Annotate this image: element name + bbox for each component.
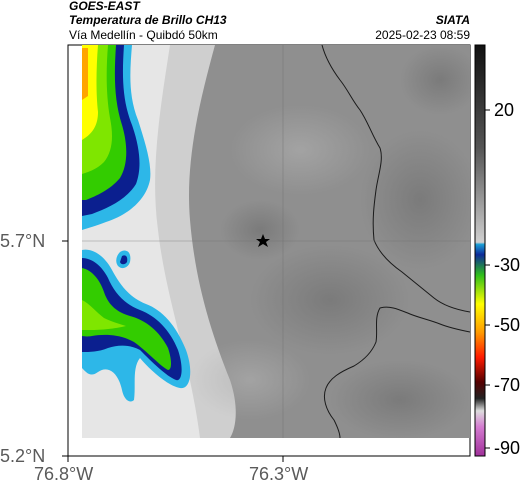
colorbar-label: -90 xyxy=(494,438,521,458)
colorbar xyxy=(474,44,486,457)
lon-tick-label: 76.8°W xyxy=(34,464,94,484)
star-icon xyxy=(256,234,270,247)
route-subtitle: Vía Medellín - Quibdó 50km xyxy=(69,28,218,42)
colorbar-label: 20 xyxy=(494,100,515,120)
lon-tick-label: 76.3°W xyxy=(249,464,309,484)
lat-tick-label: 5.2°N xyxy=(0,446,46,466)
colorbar-label: -30 xyxy=(494,255,521,275)
satellite-title: GOES-EAST xyxy=(69,0,140,13)
brightness-temperature-field xyxy=(82,45,470,438)
timestamp-label: 2025-02-23 08:59 xyxy=(375,28,470,42)
colorbar-label: -50 xyxy=(494,315,521,335)
lat-tick-label: 5.7°N xyxy=(0,231,46,251)
colorbar-label: -70 xyxy=(494,375,521,395)
agency-label: SIATA xyxy=(435,13,470,27)
product-title: Temperatura de Brillo CH13 xyxy=(69,13,227,27)
